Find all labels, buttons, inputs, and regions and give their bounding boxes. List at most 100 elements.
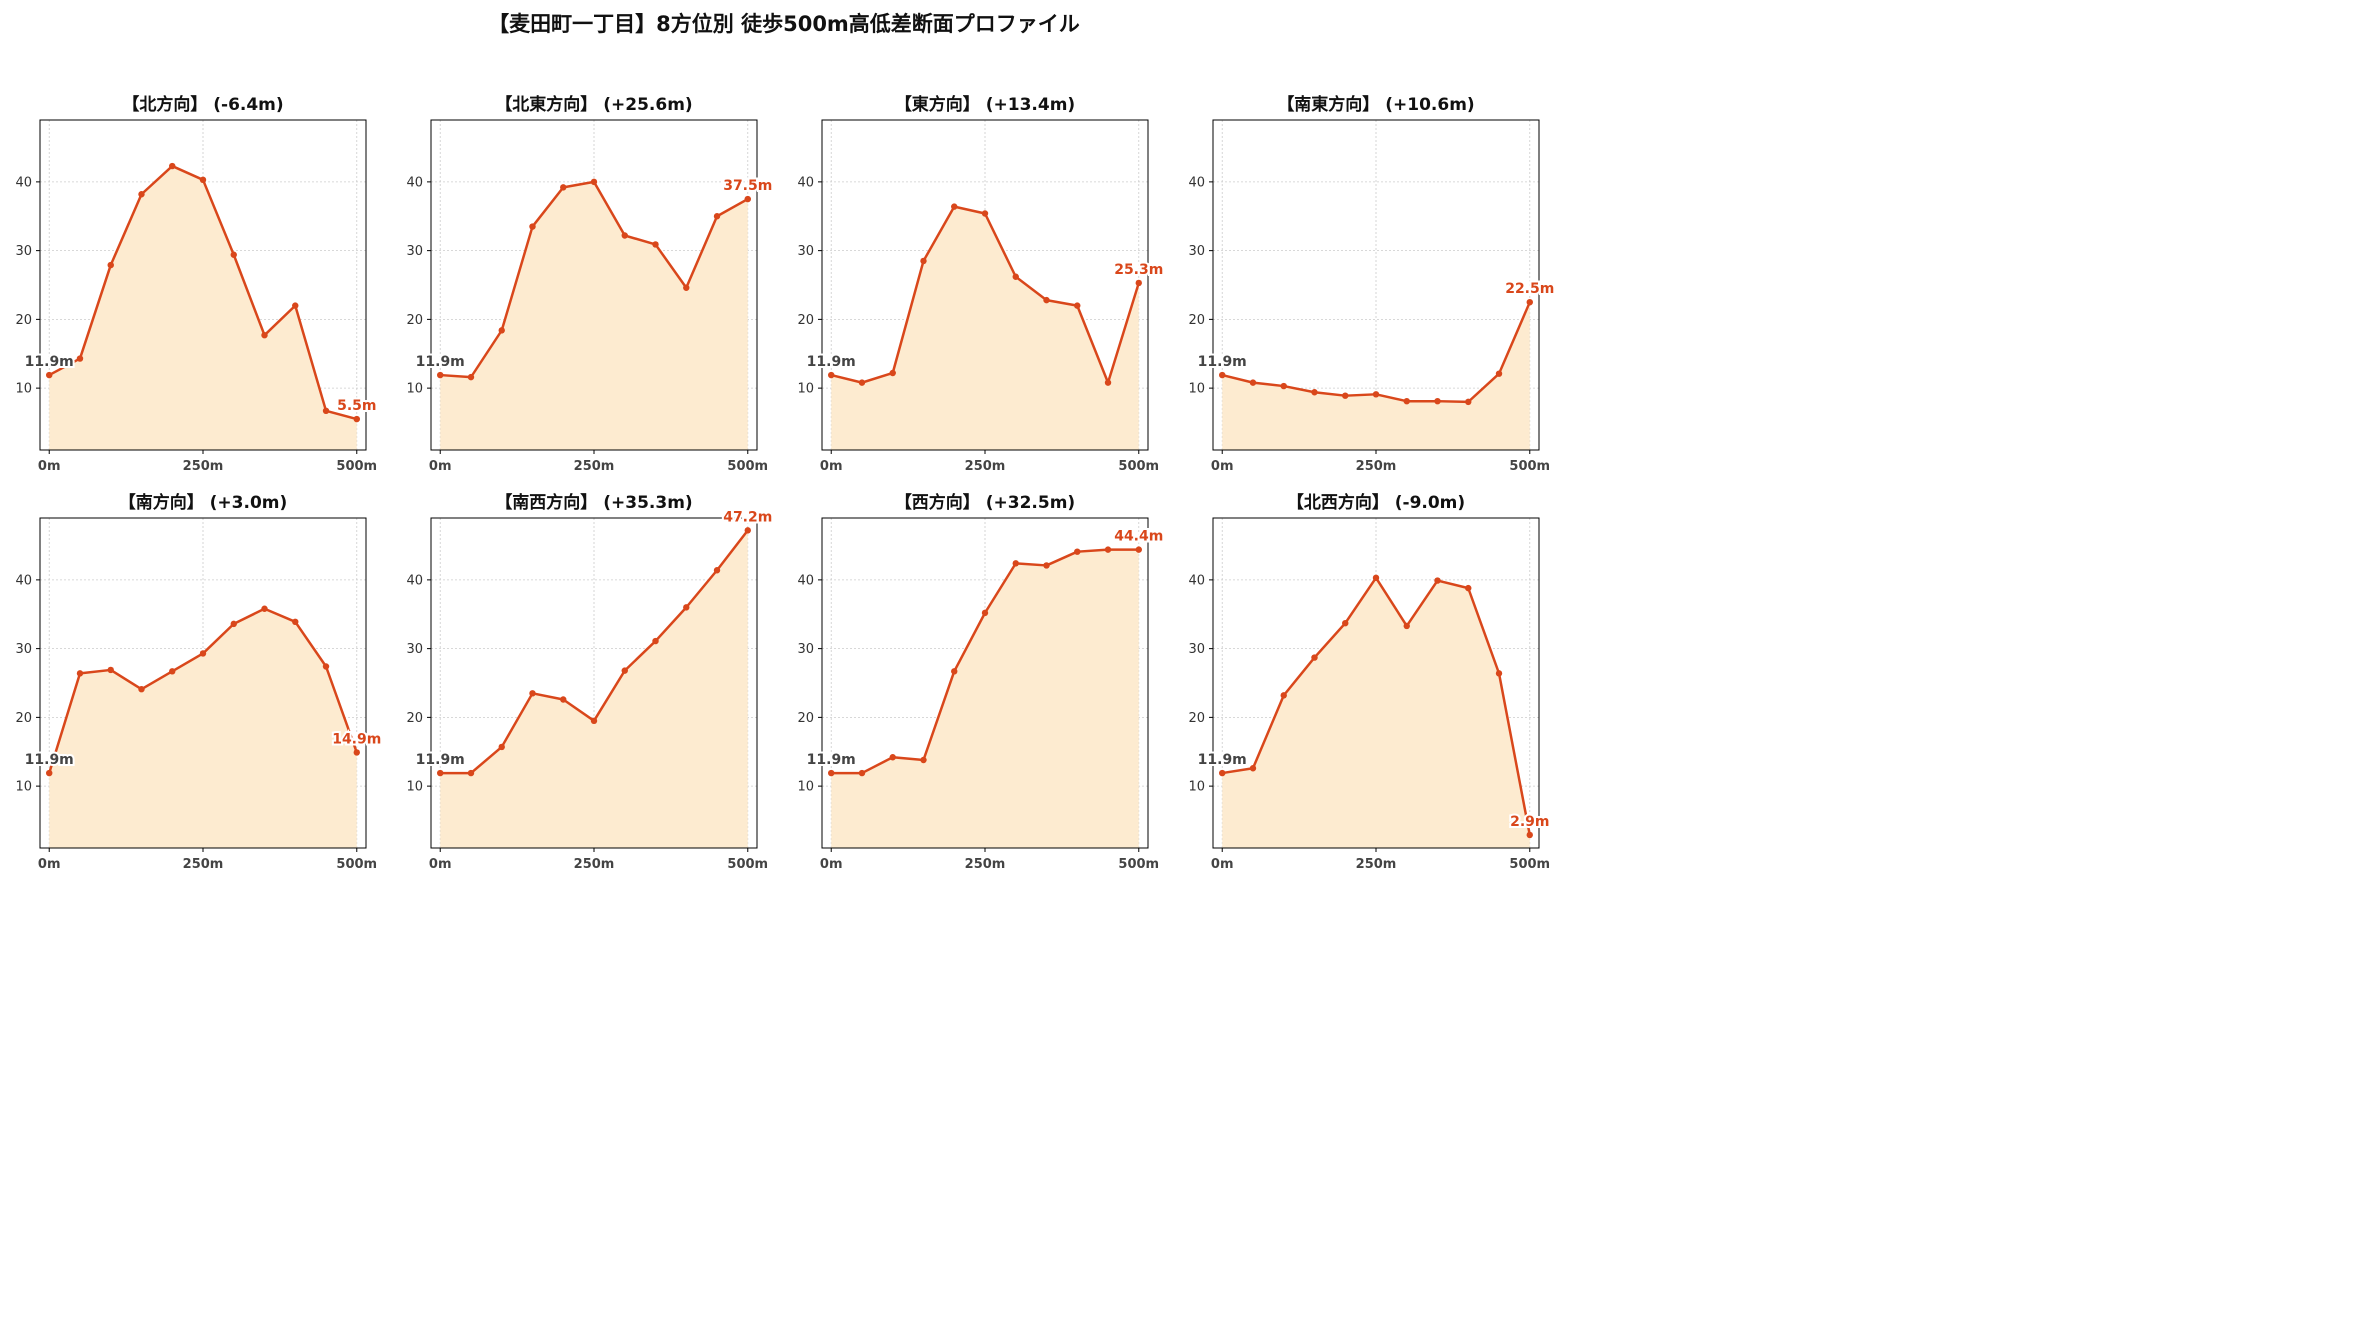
data-point bbox=[828, 769, 835, 777]
start-elevation-label: 11.9m bbox=[807, 752, 856, 768]
data-point bbox=[713, 567, 721, 574]
y-tick-label: 20 bbox=[797, 711, 814, 726]
x-tick-label: 250m bbox=[183, 459, 224, 474]
data-point bbox=[981, 210, 989, 217]
data-point bbox=[1495, 670, 1503, 677]
y-tick-label: 10 bbox=[406, 382, 423, 397]
panel-title: 【南西方向】 (+35.3m) bbox=[495, 493, 693, 513]
x-tick-label: 500m bbox=[1118, 857, 1159, 872]
data-point bbox=[1434, 577, 1441, 584]
data-point bbox=[1465, 584, 1472, 592]
data-point bbox=[169, 162, 176, 170]
data-point bbox=[951, 203, 958, 210]
elevation-area bbox=[831, 549, 1139, 848]
y-tick-label: 10 bbox=[406, 780, 423, 795]
data-point bbox=[529, 690, 536, 697]
data-point bbox=[322, 407, 330, 415]
y-tick-label: 20 bbox=[406, 313, 423, 328]
y-tick-label: 30 bbox=[797, 244, 814, 259]
x-tick-label: 250m bbox=[574, 857, 615, 872]
end-elevation-label: 25.3m bbox=[1114, 262, 1163, 278]
profile-panel-5: 10 20 30 40 0m 250m 500m 11.9m 14.9m bbox=[15, 517, 383, 872]
data-point bbox=[322, 663, 330, 670]
data-point bbox=[437, 769, 444, 777]
data-point bbox=[1526, 298, 1533, 306]
data-point bbox=[560, 184, 567, 191]
data-point bbox=[437, 371, 444, 379]
data-point bbox=[683, 284, 690, 291]
data-point bbox=[292, 618, 299, 626]
data-point bbox=[1219, 371, 1226, 379]
panel-title: 【南方向】 (+3.0m) bbox=[118, 493, 288, 513]
data-point bbox=[1104, 379, 1112, 386]
x-tick-label: 0m bbox=[1211, 459, 1234, 474]
panel-title: 【北西方向】 (-9.0m) bbox=[1286, 493, 1466, 513]
profile-panel-2: 10 20 30 40 0m 250m 500m 11.9m 37.5m bbox=[406, 119, 774, 474]
x-tick-label: 250m bbox=[965, 857, 1006, 872]
y-tick-label: 20 bbox=[1188, 711, 1205, 726]
end-elevation-label: 2.9m bbox=[1510, 814, 1549, 830]
data-point bbox=[1219, 769, 1226, 777]
data-point bbox=[261, 605, 268, 612]
data-point bbox=[713, 213, 721, 220]
profile-panel-8: 10 20 30 40 0m 250m 500m 11.9m 2.9m bbox=[1188, 517, 1551, 872]
data-point bbox=[889, 754, 896, 761]
data-point bbox=[744, 527, 751, 534]
end-elevation-label: 5.5m bbox=[337, 398, 376, 414]
data-point bbox=[744, 195, 751, 203]
x-tick-label: 0m bbox=[38, 857, 61, 872]
data-point bbox=[199, 176, 207, 184]
x-tick-label: 500m bbox=[727, 459, 768, 474]
end-elevation-label: 44.4m bbox=[1114, 529, 1163, 545]
x-tick-label: 250m bbox=[1356, 459, 1397, 474]
x-tick-label: 250m bbox=[965, 459, 1006, 474]
data-point bbox=[828, 371, 835, 379]
data-point bbox=[1104, 546, 1112, 553]
y-tick-label: 30 bbox=[1188, 244, 1205, 259]
data-point bbox=[1249, 379, 1257, 386]
data-point bbox=[107, 666, 114, 674]
x-tick-label: 500m bbox=[727, 857, 768, 872]
y-tick-label: 30 bbox=[406, 642, 423, 657]
end-elevation-label: 37.5m bbox=[723, 178, 772, 194]
profile-panel-1: 10 20 30 40 0m 250m 500m 11.9m 5.5m bbox=[15, 119, 378, 474]
data-point bbox=[1372, 574, 1380, 582]
x-tick-label: 500m bbox=[1509, 459, 1550, 474]
y-tick-label: 40 bbox=[406, 175, 423, 190]
data-point bbox=[1372, 391, 1380, 398]
x-tick-label: 0m bbox=[429, 857, 452, 872]
profile-charts: 10 20 30 40 0m 250m 500m 11.9m 5.5m 10 20 30 40 0m 250… bbox=[15, 119, 1556, 872]
x-tick-label: 0m bbox=[38, 459, 61, 474]
y-tick-label: 10 bbox=[1188, 780, 1205, 795]
data-point bbox=[1495, 370, 1503, 377]
data-point bbox=[261, 331, 268, 339]
elevation-area bbox=[49, 608, 357, 848]
data-point bbox=[230, 251, 237, 258]
data-point bbox=[920, 257, 927, 265]
panel-title: 【南東方向】 (+10.6m) bbox=[1277, 95, 1475, 115]
elevation-area bbox=[440, 530, 748, 848]
data-point bbox=[138, 191, 145, 198]
data-point bbox=[951, 668, 958, 675]
y-tick-label: 10 bbox=[797, 780, 814, 795]
data-point bbox=[621, 667, 628, 674]
data-point bbox=[652, 241, 659, 248]
data-point bbox=[560, 696, 567, 703]
y-tick-label: 30 bbox=[15, 642, 32, 657]
y-tick-label: 40 bbox=[797, 175, 814, 190]
end-elevation-label: 22.5m bbox=[1505, 281, 1554, 297]
start-elevation-label: 11.9m bbox=[416, 354, 465, 370]
data-point bbox=[1074, 302, 1081, 309]
panel-title: 【北方向】 (-6.4m) bbox=[122, 95, 284, 115]
data-point bbox=[46, 371, 53, 379]
y-tick-label: 30 bbox=[1188, 642, 1205, 657]
data-point bbox=[1403, 397, 1410, 405]
data-point bbox=[1249, 765, 1257, 772]
data-point bbox=[652, 637, 659, 645]
panel-title: 【東方向】 (+13.4m) bbox=[894, 95, 1076, 115]
y-tick-label: 10 bbox=[15, 382, 32, 397]
profile-panel-7: 10 20 30 40 0m 250m 500m 11.9m 44.4m bbox=[797, 517, 1165, 872]
profile-panel-3: 10 20 30 40 0m 250m 500m 11.9m 25.3m bbox=[797, 119, 1165, 474]
y-tick-label: 10 bbox=[1188, 382, 1205, 397]
data-point bbox=[590, 178, 598, 186]
